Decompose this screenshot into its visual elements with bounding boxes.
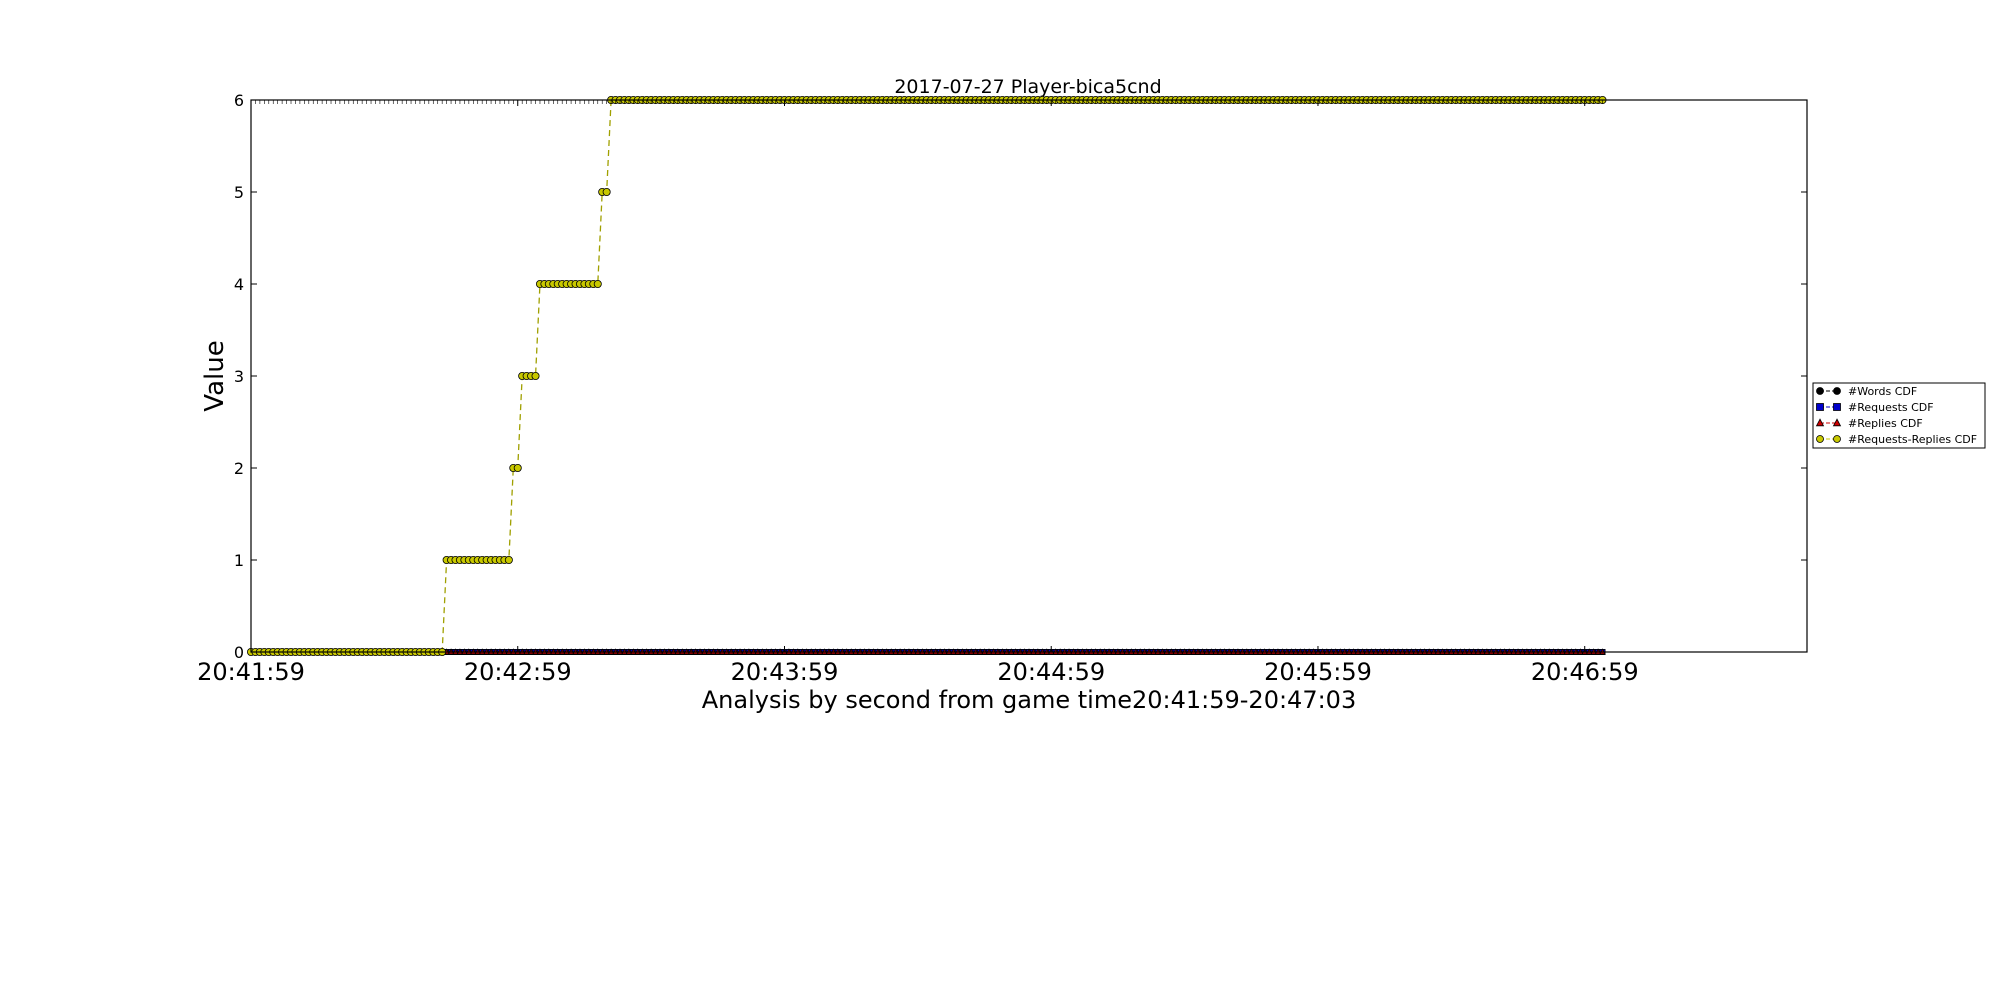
legend-marker [1833,387,1841,395]
legend-marker [1816,435,1824,443]
legend-marker [1816,403,1824,411]
legend: #Words CDF #Requests CDF #Replies CDF #Requ… [1812,382,1986,449]
x-axis-label: Analysis by second from game time20:41:5… [702,686,1356,714]
y-tick-label: 1 [234,551,244,570]
legend-item-requests-cdf: #Requests CDF [1816,401,1934,414]
legend-item-requests-replies-cdf: #Requests-Replies CDF [1816,433,1977,446]
axes: 20:41:59 20:42:59 20:43:59 20:44:59 20:45:59… [197,91,1807,686]
data-point-requests-replies-cdf [513,463,522,472]
legend-marker [1816,387,1824,395]
data-point-requests-replies-cdf [602,187,611,196]
data-point-requests-replies-cdf [531,371,540,380]
x-tick-label: 20:41:59 [197,658,305,686]
x-tick-label: 20:44:59 [997,658,1105,686]
legend-marker [1832,418,1842,427]
legend-label: #Requests-Replies CDF [1848,433,1977,446]
legend-marker [1833,435,1841,443]
y-tick-label: 5 [234,183,244,202]
x-tick-label: 20:42:59 [464,658,572,686]
y-axis-label: Value [200,340,230,411]
y-tick-label: 6 [234,91,244,110]
x-tick-label: 20:46:59 [1531,658,1639,686]
legend-item-words-cdf: #Words CDF [1816,385,1917,398]
data-point-requests-replies-cdf [593,279,602,288]
legend-box [1812,382,1986,449]
x-tick-label: 20:45:59 [1264,658,1372,686]
legend-label: #Requests CDF [1848,401,1934,414]
legend-label: #Words CDF [1848,385,1917,398]
chart-title: 2017-07-27 Player-bica5cnd [894,76,1161,98]
legend-marker [1833,403,1841,411]
y-tick-label: 3 [234,367,244,386]
y-tick-label: 0 [234,643,244,662]
data-point-requests-replies-cdf [504,556,513,565]
y-tick-label: 4 [234,275,244,294]
x-tick-label: 20:43:59 [731,658,839,686]
y-tick-label: 2 [234,459,244,478]
legend-item-replies-cdf: #Replies CDF [1815,417,1923,430]
legend-label: #Replies CDF [1848,417,1923,430]
legend-marker [1815,418,1825,427]
